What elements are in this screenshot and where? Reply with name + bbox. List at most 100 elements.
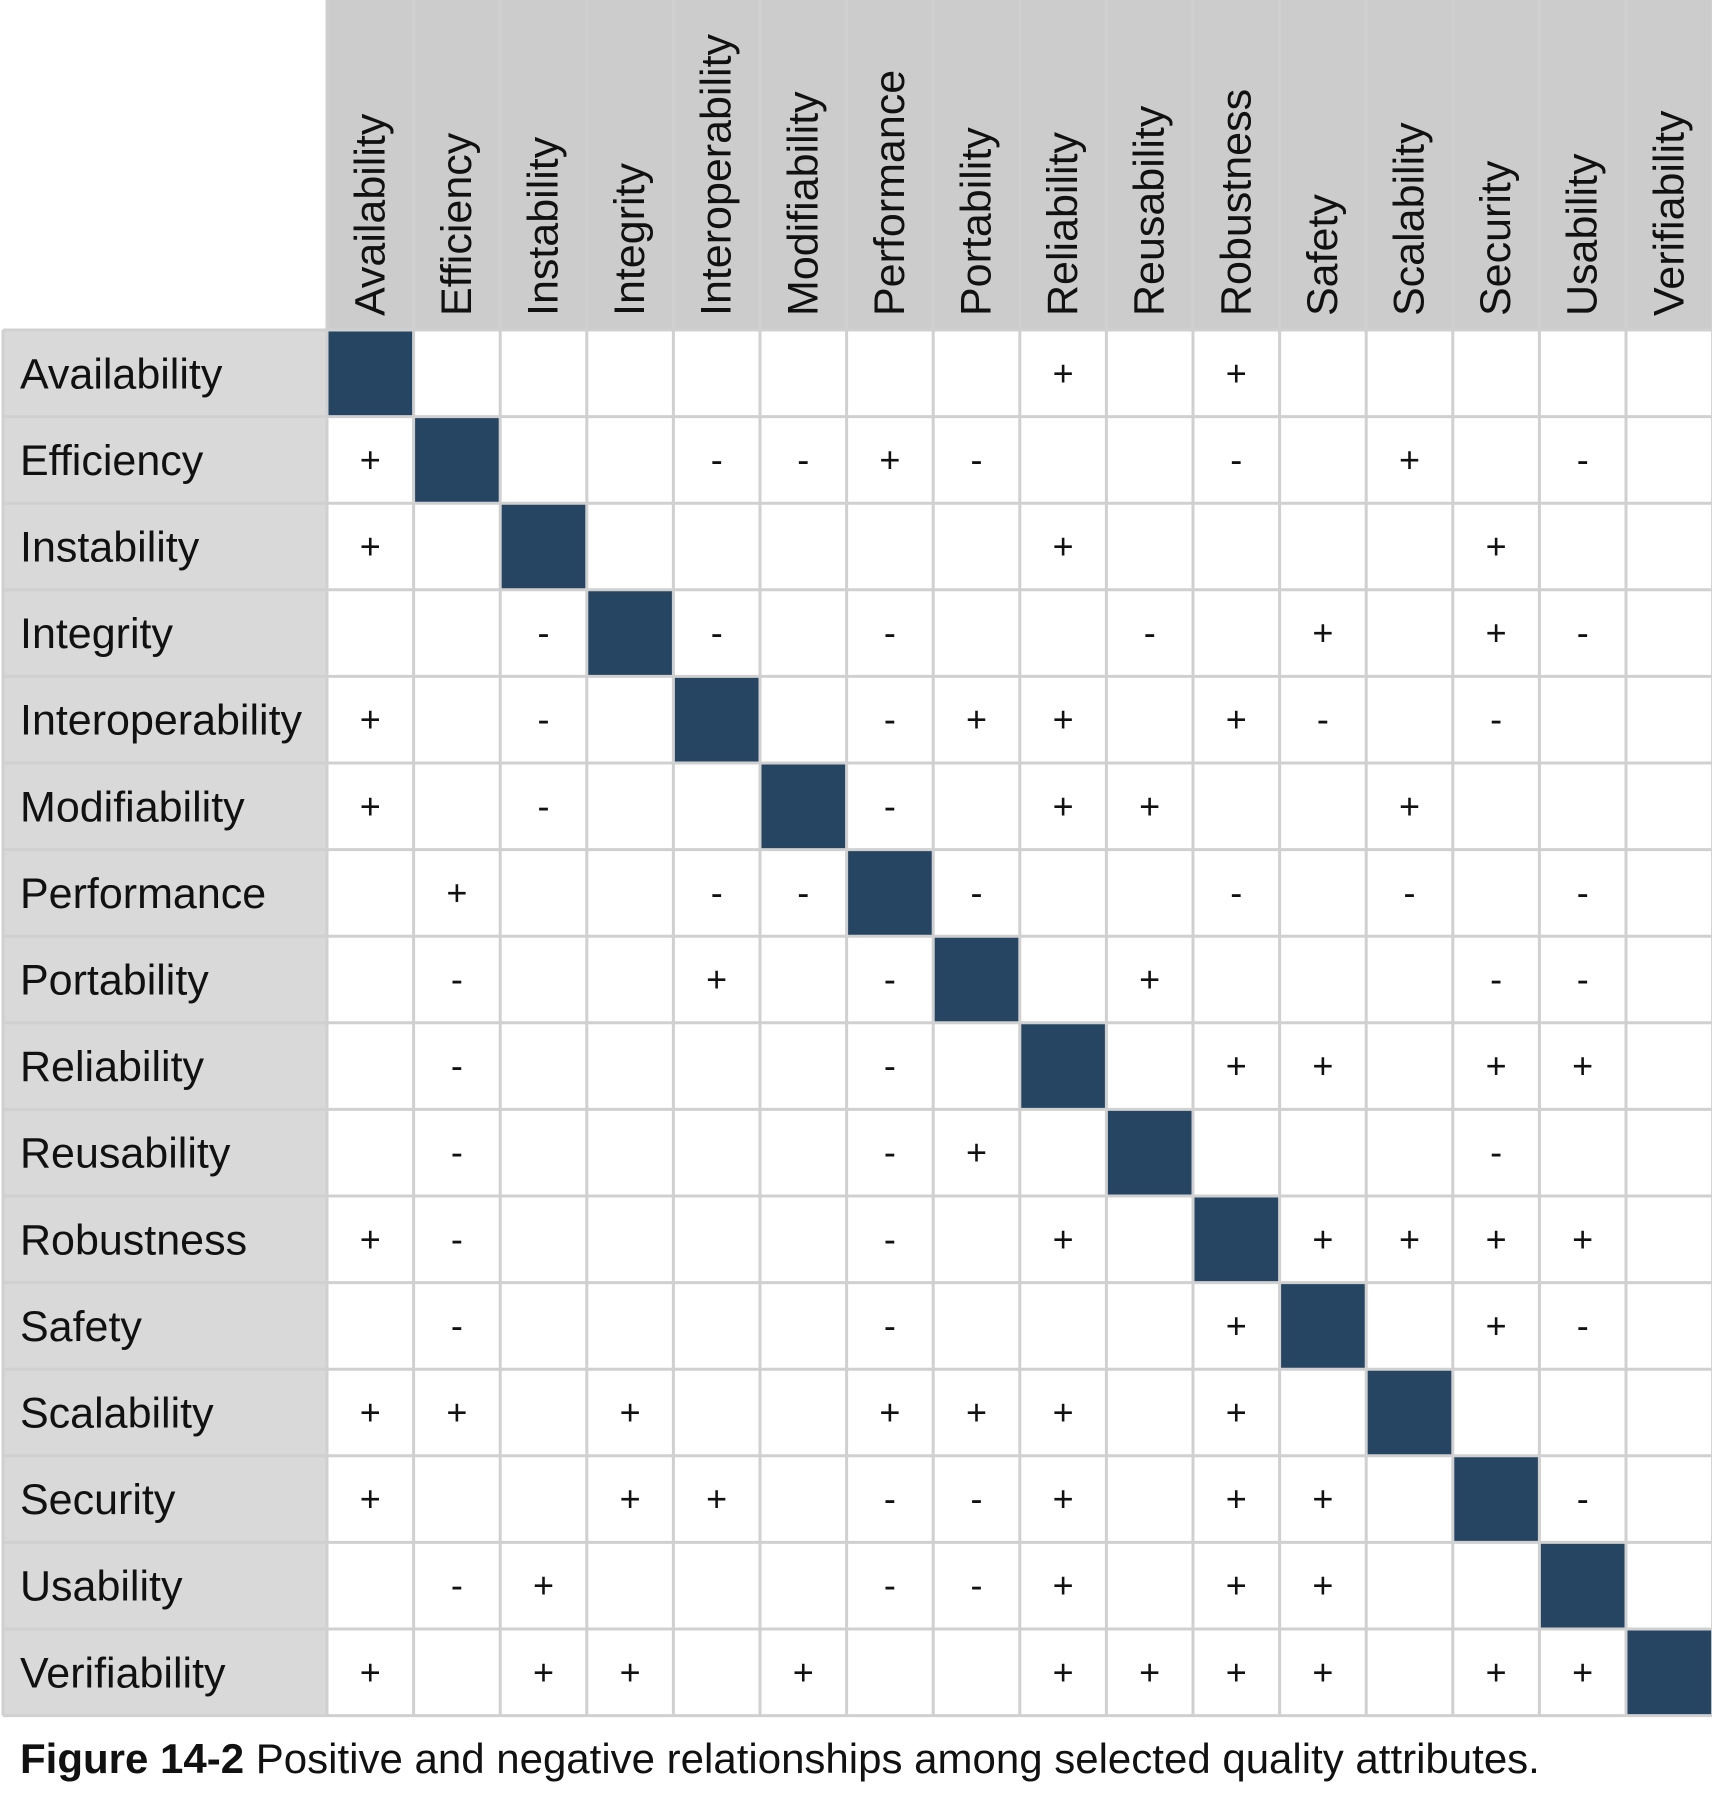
negative-relationship-mark: - — [1577, 612, 1589, 653]
diagonal-cell-reliability — [1019, 1022, 1107, 1110]
negative-relationship-mark: - — [538, 612, 550, 653]
quality-attribute-matrix: Availability Efficiency Instability Integri… — [1, 0, 1712, 1718]
diagonal-cell-reusability — [1106, 1109, 1193, 1196]
column-header-reliability: Reliability — [1039, 131, 1087, 316]
positive-relationship-mark: + — [879, 1392, 900, 1433]
positive-relationship-mark: + — [1226, 1392, 1247, 1433]
diagonal-cell-modifiability — [760, 763, 847, 850]
positive-relationship-mark: + — [1399, 785, 1420, 826]
positive-relationship-mark: + — [1053, 1478, 1074, 1519]
positive-relationship-mark: + — [1486, 1305, 1507, 1346]
positive-relationship-mark: + — [1486, 612, 1507, 653]
positive-relationship-mark: + — [1053, 1218, 1074, 1259]
positive-relationship-mark: + — [1139, 1651, 1160, 1692]
positive-relationship-mark: + — [1053, 352, 1074, 393]
negative-relationship-mark: - — [451, 1218, 463, 1259]
column-header-modifiability: Modifiability — [779, 91, 827, 316]
row-header-performance: Performance — [20, 870, 266, 918]
positive-relationship-mark: + — [360, 439, 381, 480]
negative-relationship-mark: - — [1490, 699, 1502, 740]
positive-relationship-mark: + — [706, 959, 727, 1000]
column-header-performance: Performance — [866, 70, 914, 316]
negative-relationship-mark: - — [451, 1045, 463, 1086]
negative-relationship-mark: - — [971, 872, 983, 913]
positive-relationship-mark: + — [620, 1392, 641, 1433]
row-header-availability: Availability — [20, 350, 223, 398]
diagonal-cell-usability — [1539, 1542, 1626, 1629]
positive-relationship-mark: + — [1053, 1651, 1074, 1692]
column-header-robustness: Robustness — [1212, 89, 1260, 316]
positive-relationship-mark: + — [1312, 1651, 1333, 1692]
diagonal-cell-interoperability — [673, 676, 760, 763]
negative-relationship-mark: - — [884, 1565, 896, 1606]
positive-relationship-mark: + — [1139, 959, 1160, 1000]
negative-relationship-mark: - — [884, 785, 896, 826]
negative-relationship-mark: - — [1577, 1305, 1589, 1346]
figure-label: Figure 14-2 — [20, 1735, 245, 1782]
positive-relationship-mark: + — [1053, 1392, 1074, 1433]
positive-relationship-mark: + — [1486, 1218, 1507, 1259]
diagonal-cell-efficiency — [413, 416, 501, 504]
row-headers: Availability Efficiency Instability Integri… — [20, 350, 303, 1697]
row-header-reliability: Reliability — [20, 1043, 205, 1091]
positive-relationship-mark: + — [1312, 612, 1333, 653]
diagonal-cell-safety — [1279, 1282, 1367, 1370]
row-header-integrity: Integrity — [20, 610, 173, 658]
negative-relationship-mark: - — [971, 1478, 983, 1519]
diagonal-cell-instability — [500, 503, 587, 590]
negative-relationship-mark: - — [451, 959, 463, 1000]
negative-relationship-mark: - — [1577, 1478, 1589, 1519]
positive-relationship-mark: + — [1139, 785, 1160, 826]
negative-relationship-mark: - — [538, 699, 550, 740]
positive-relationship-mark: + — [1312, 1045, 1333, 1086]
negative-relationship-mark: - — [538, 785, 550, 826]
negative-relationship-mark: - — [1577, 872, 1589, 913]
column-header-efficiency: Efficiency — [433, 132, 481, 316]
negative-relationship-mark: - — [797, 439, 809, 480]
negative-relationship-mark: - — [451, 1305, 463, 1346]
positive-relationship-mark: + — [533, 1651, 554, 1692]
positive-relationship-mark: + — [1226, 699, 1247, 740]
positive-relationship-mark: + — [1399, 439, 1420, 480]
row-header-scalability: Scalability — [20, 1390, 214, 1438]
negative-relationship-mark: - — [971, 439, 983, 480]
column-header-scalability: Scalability — [1386, 122, 1434, 316]
negative-relationship-mark: - — [451, 1565, 463, 1606]
positive-relationship-mark: + — [706, 1478, 727, 1519]
positive-relationship-mark: + — [360, 1218, 381, 1259]
positive-relationship-mark: + — [1572, 1651, 1593, 1692]
positive-relationship-mark: + — [1486, 1651, 1507, 1692]
positive-relationship-mark: + — [1572, 1045, 1593, 1086]
column-header-usability: Usability — [1559, 153, 1607, 316]
diagonal-cell-performance — [846, 849, 934, 937]
diagonal-cell-availability — [327, 330, 414, 417]
positive-relationship-mark: + — [793, 1651, 814, 1692]
column-header-integrity: Integrity — [606, 163, 654, 316]
negative-relationship-mark: - — [1317, 699, 1329, 740]
row-header-interoperability: Interoperability — [20, 697, 303, 745]
diagonal-cell-security — [1452, 1455, 1540, 1543]
column-header-verifiability: Verifiability — [1645, 110, 1693, 316]
diagonal-cell-portability — [933, 936, 1020, 1023]
diagonal-cell-integrity — [586, 589, 674, 677]
positive-relationship-mark: + — [1572, 1218, 1593, 1259]
negative-relationship-mark: - — [711, 439, 723, 480]
negative-relationship-mark: - — [971, 1565, 983, 1606]
negative-relationship-mark: - — [711, 612, 723, 653]
column-header-portability: Portability — [953, 127, 1001, 316]
column-header-safety: Safety — [1299, 194, 1347, 316]
diagonal-cell-scalability — [1366, 1369, 1453, 1456]
negative-relationship-mark: - — [1577, 439, 1589, 480]
negative-relationship-mark: - — [711, 872, 723, 913]
positive-relationship-mark: + — [1053, 785, 1074, 826]
row-header-efficiency: Efficiency — [20, 437, 204, 485]
negative-relationship-mark: - — [884, 612, 896, 653]
positive-relationship-mark: + — [1312, 1218, 1333, 1259]
negative-relationship-mark: - — [884, 959, 896, 1000]
negative-relationship-mark: - — [884, 1132, 896, 1173]
negative-relationship-mark: - — [1490, 1132, 1502, 1173]
figure-caption: Figure 14-2 Positive and negative relati… — [20, 1734, 1540, 1784]
positive-relationship-mark: + — [620, 1478, 641, 1519]
negative-relationship-mark: - — [1490, 959, 1502, 1000]
negative-relationship-mark: - — [451, 1132, 463, 1173]
